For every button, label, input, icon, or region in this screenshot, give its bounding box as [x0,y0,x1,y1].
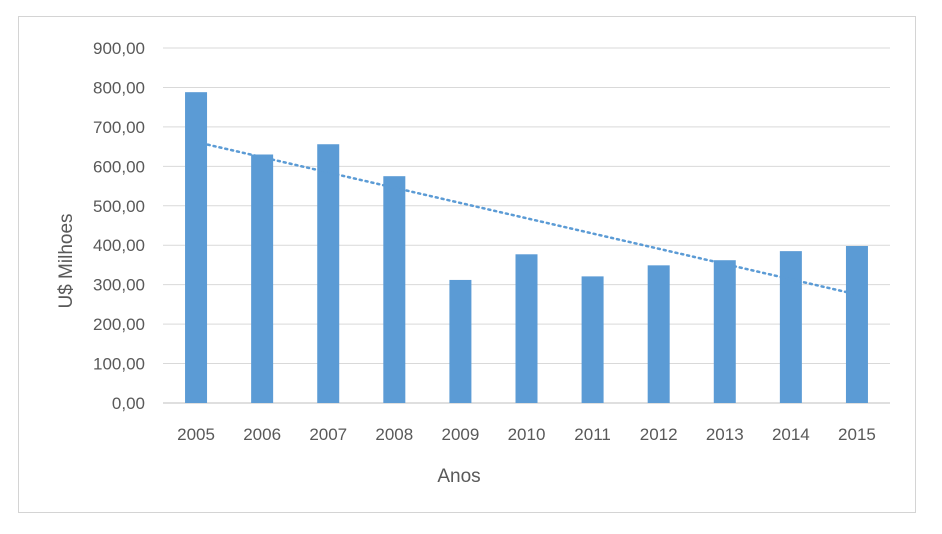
y-axis-title: U$ Milhoes [56,213,77,308]
y-tick-label: 0,00 [112,394,145,413]
x-axis-title: Anos [437,466,480,487]
y-tick-label: 900,00 [93,39,145,58]
bar-2013 [713,260,736,403]
x-tick-label: 2012 [640,425,678,444]
x-axis-ticks: 2005 2006 2007 2008 2009 2010 2011 2012 2013 2014… [177,425,876,444]
x-tick-label: 2007 [309,425,347,444]
x-tick-label: 2013 [706,425,744,444]
x-tick-label: 2005 [177,425,215,444]
bar-2008 [383,176,406,403]
x-tick-label: 2014 [772,425,810,444]
bar-2015 [845,246,868,403]
bar-2011 [581,276,604,403]
bar-2009 [449,279,472,403]
y-tick-label: 100,00 [93,355,145,374]
y-tick-label: 500,00 [93,197,145,216]
x-tick-label: 2015 [838,425,876,444]
x-tick-label: 2010 [508,425,546,444]
bar-2007 [317,144,340,403]
y-tick-label: 700,00 [93,118,145,137]
y-axis-ticks: 0,00 100,00 200,00 300,00 400,00 500,00 600,00… [93,39,145,413]
trendline [194,140,859,296]
bar-2014 [779,251,802,403]
bars [185,92,868,403]
bar-2010 [515,254,538,403]
x-tick-label: 2008 [375,425,413,444]
trendline-group [194,140,859,296]
bar-2006 [251,154,274,403]
y-tick-label: 200,00 [93,315,145,334]
y-tick-label: 400,00 [93,236,145,255]
y-tick-label: 600,00 [93,157,145,176]
y-tick-label: 800,00 [93,78,145,97]
chart-frame [18,16,916,513]
x-tick-label: 2009 [441,425,479,444]
gridlines [163,47,890,404]
y-tick-label: 300,00 [93,276,145,295]
bar-2012 [647,265,670,403]
bar-2005 [185,92,208,403]
x-tick-label: 2006 [243,425,281,444]
x-tick-label: 2011 [574,425,611,444]
